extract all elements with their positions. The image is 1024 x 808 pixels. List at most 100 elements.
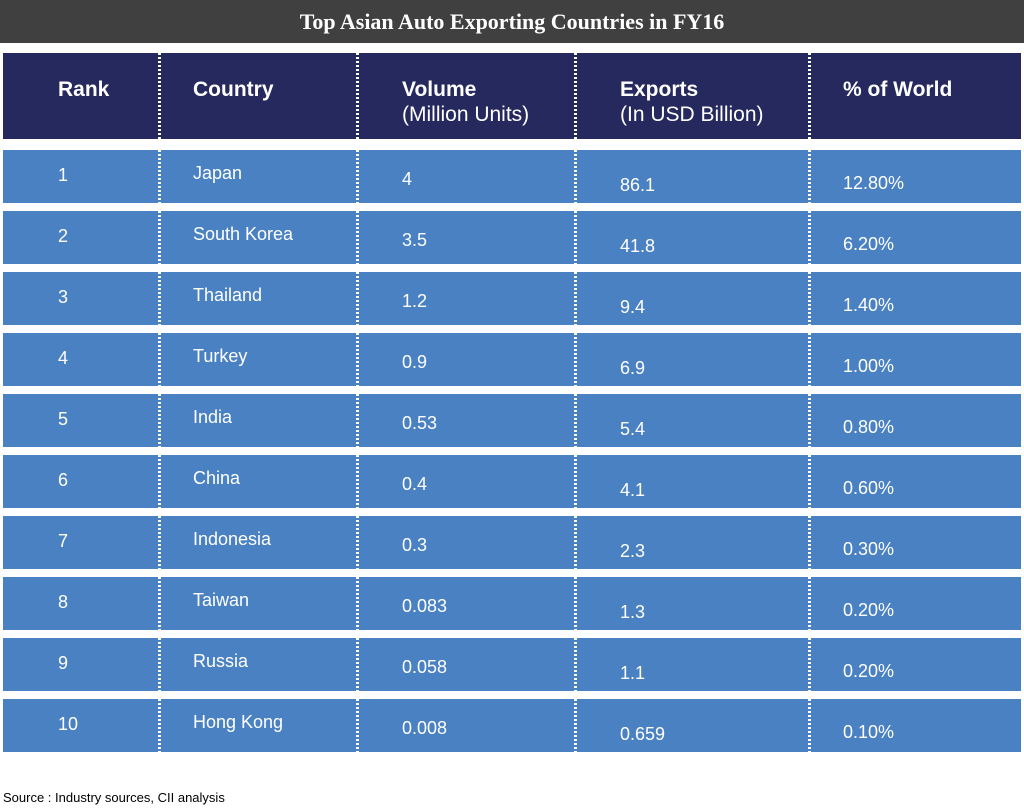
cell-volume: 0.4 bbox=[402, 474, 428, 494]
cell-country: Hong Kong bbox=[193, 712, 284, 732]
column-separator bbox=[808, 638, 811, 691]
column-separator bbox=[158, 150, 161, 203]
column-separator bbox=[158, 455, 161, 508]
cell-exports: 41.8 bbox=[620, 236, 656, 256]
cell-country: Turkey bbox=[193, 346, 248, 366]
cell-world: 0.60% bbox=[843, 478, 895, 498]
column-separator bbox=[574, 699, 577, 752]
cell-exports: 5.4 bbox=[620, 419, 646, 439]
column-separator bbox=[574, 394, 577, 447]
header-exports: Exports (In USD Billion) bbox=[620, 77, 764, 127]
column-separator bbox=[574, 272, 577, 325]
column-separator bbox=[158, 516, 161, 569]
table-row: 7 Indonesia 0.3 2.3 0.30% bbox=[3, 516, 1021, 569]
header-rank-label: Rank bbox=[58, 78, 110, 101]
column-separator bbox=[158, 699, 161, 752]
cell-country: Taiwan bbox=[193, 590, 250, 610]
cell-country: Russia bbox=[193, 651, 249, 671]
cell-volume: 0.058 bbox=[402, 657, 448, 677]
column-separator bbox=[158, 333, 161, 386]
cell-rank: 6 bbox=[58, 470, 69, 490]
cell-volume: 0.008 bbox=[402, 718, 448, 738]
column-separator bbox=[574, 516, 577, 569]
header-country: Country bbox=[193, 77, 274, 102]
column-separator bbox=[158, 53, 161, 139]
table-header: Rank Country Volume (Million Units) Exports(… bbox=[3, 53, 1021, 139]
header-exports-label: Exports bbox=[620, 78, 699, 101]
column-separator bbox=[158, 638, 161, 691]
cell-country: South Korea bbox=[193, 224, 294, 244]
cell-country: Thailand bbox=[193, 285, 263, 305]
column-separator bbox=[574, 638, 577, 691]
column-separator bbox=[356, 638, 359, 691]
cell-rank: 3 bbox=[58, 287, 69, 307]
table-row: 8 Taiwan 0.083 1.3 0.20% bbox=[3, 577, 1021, 630]
cell-country: Japan bbox=[193, 163, 243, 183]
column-separator bbox=[158, 577, 161, 630]
cell-volume: 0.53 bbox=[402, 413, 438, 433]
exports-table: Rank Country Volume (Million Units) Exports(… bbox=[3, 53, 1021, 752]
column-separator bbox=[808, 53, 811, 139]
column-separator bbox=[574, 211, 577, 264]
column-separator bbox=[574, 577, 577, 630]
cell-exports: 2.3 bbox=[620, 541, 646, 561]
cell-exports: 1.3 bbox=[620, 602, 646, 622]
column-separator bbox=[356, 577, 359, 630]
cell-volume: 4 bbox=[402, 169, 413, 189]
cell-rank: 10 bbox=[58, 714, 79, 734]
cell-country: China bbox=[193, 468, 241, 488]
column-separator bbox=[158, 211, 161, 264]
column-separator bbox=[356, 516, 359, 569]
cell-volume: 1.2 bbox=[402, 291, 428, 311]
column-separator bbox=[356, 394, 359, 447]
cell-volume: 3.5 bbox=[402, 230, 428, 250]
cell-rank: 4 bbox=[58, 348, 69, 368]
column-separator bbox=[808, 150, 811, 203]
column-separator bbox=[808, 516, 811, 569]
cell-rank: 2 bbox=[58, 226, 69, 246]
column-separator bbox=[356, 53, 359, 139]
cell-rank: 9 bbox=[58, 653, 69, 673]
cell-exports: 1.1 bbox=[620, 663, 646, 683]
cell-world: 0.80% bbox=[843, 417, 895, 437]
cell-world: 0.30% bbox=[843, 539, 895, 559]
column-separator bbox=[158, 272, 161, 325]
table-row: 1 Japan 4 86.1 12.80% bbox=[3, 150, 1021, 203]
header-rank: Rank bbox=[58, 77, 109, 102]
table-row: 2 South Korea 3.5 41.8 6.20% bbox=[3, 211, 1021, 264]
cell-world: 0.10% bbox=[843, 722, 895, 742]
table-row: 3 Thailand 1.2 9.4 1.40% bbox=[3, 272, 1021, 325]
column-separator bbox=[356, 333, 359, 386]
cell-world: 1.00% bbox=[843, 356, 895, 376]
header-volume: Volume (Million Units) bbox=[402, 77, 529, 127]
cell-world: 0.20% bbox=[843, 600, 895, 620]
column-separator bbox=[808, 577, 811, 630]
header-volume-unit: (Million Units) bbox=[402, 103, 530, 126]
cell-exports: 0.659 bbox=[620, 724, 666, 744]
table-title: Top Asian Auto Exporting Countries in FY… bbox=[0, 0, 1024, 43]
table-row: 4 Turkey 0.9 6.9 1.00% bbox=[3, 333, 1021, 386]
cell-world: 1.40% bbox=[843, 295, 895, 315]
cell-volume: 0.083 bbox=[402, 596, 448, 616]
column-separator bbox=[158, 394, 161, 447]
column-separator bbox=[808, 333, 811, 386]
column-separator bbox=[356, 211, 359, 264]
header-exports-unit: (In USD Billion) bbox=[620, 103, 764, 126]
cell-world: 0.20% bbox=[843, 661, 895, 681]
cell-exports: 86.1 bbox=[620, 175, 656, 195]
column-separator bbox=[574, 150, 577, 203]
header-volume-label: Volume bbox=[402, 78, 477, 101]
cell-volume: 0.3 bbox=[402, 535, 428, 555]
cell-world: 6.20% bbox=[843, 234, 895, 254]
table-row: 10 Hong Kong 0.008 0.659 0.10% bbox=[3, 699, 1021, 752]
cell-world: 12.80% bbox=[843, 173, 905, 193]
table-row: 9 Russia 0.058 1.1 0.20% bbox=[3, 638, 1021, 691]
cell-exports: 6.9 bbox=[620, 358, 646, 378]
table-body: 1 Japan 4 86.1 12.80% 2 South Korea 3.5 41.8 6.20… bbox=[3, 150, 1021, 752]
table-row: 5 India 0.53 5.4 0.80% bbox=[3, 394, 1021, 447]
cell-exports: 9.4 bbox=[620, 297, 646, 317]
cell-volume: 0.9 bbox=[402, 352, 428, 372]
cell-country: Indonesia bbox=[193, 529, 272, 549]
header-world: % of World bbox=[843, 77, 952, 102]
column-separator bbox=[808, 455, 811, 508]
